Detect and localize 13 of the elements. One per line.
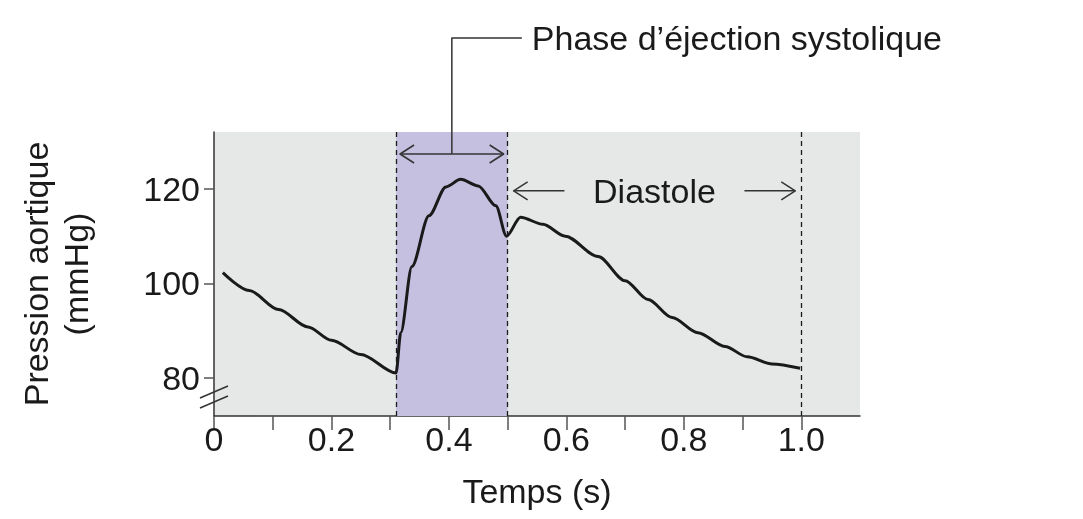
- annotation: Diastole: [593, 171, 716, 210]
- x-axis-title: Temps (s): [462, 472, 612, 510]
- x-tick-label: 0.8: [660, 420, 708, 458]
- y-tick-label: 120: [143, 169, 200, 208]
- x-tick-label: 0: [204, 420, 224, 458]
- y-tick-label: 80: [162, 359, 200, 398]
- band-label: Phase d’éjection systolique: [531, 19, 942, 57]
- x-tick-label: 0.4: [425, 420, 473, 458]
- y-axis-title: Pression aortique (mmHg): [17, 141, 95, 407]
- y-tick-label: 100: [143, 264, 200, 303]
- x-tick-label: 0.2: [307, 420, 356, 458]
- x-tick-label: 0.6: [542, 420, 590, 458]
- x-tick-label: 1.0: [777, 420, 825, 458]
